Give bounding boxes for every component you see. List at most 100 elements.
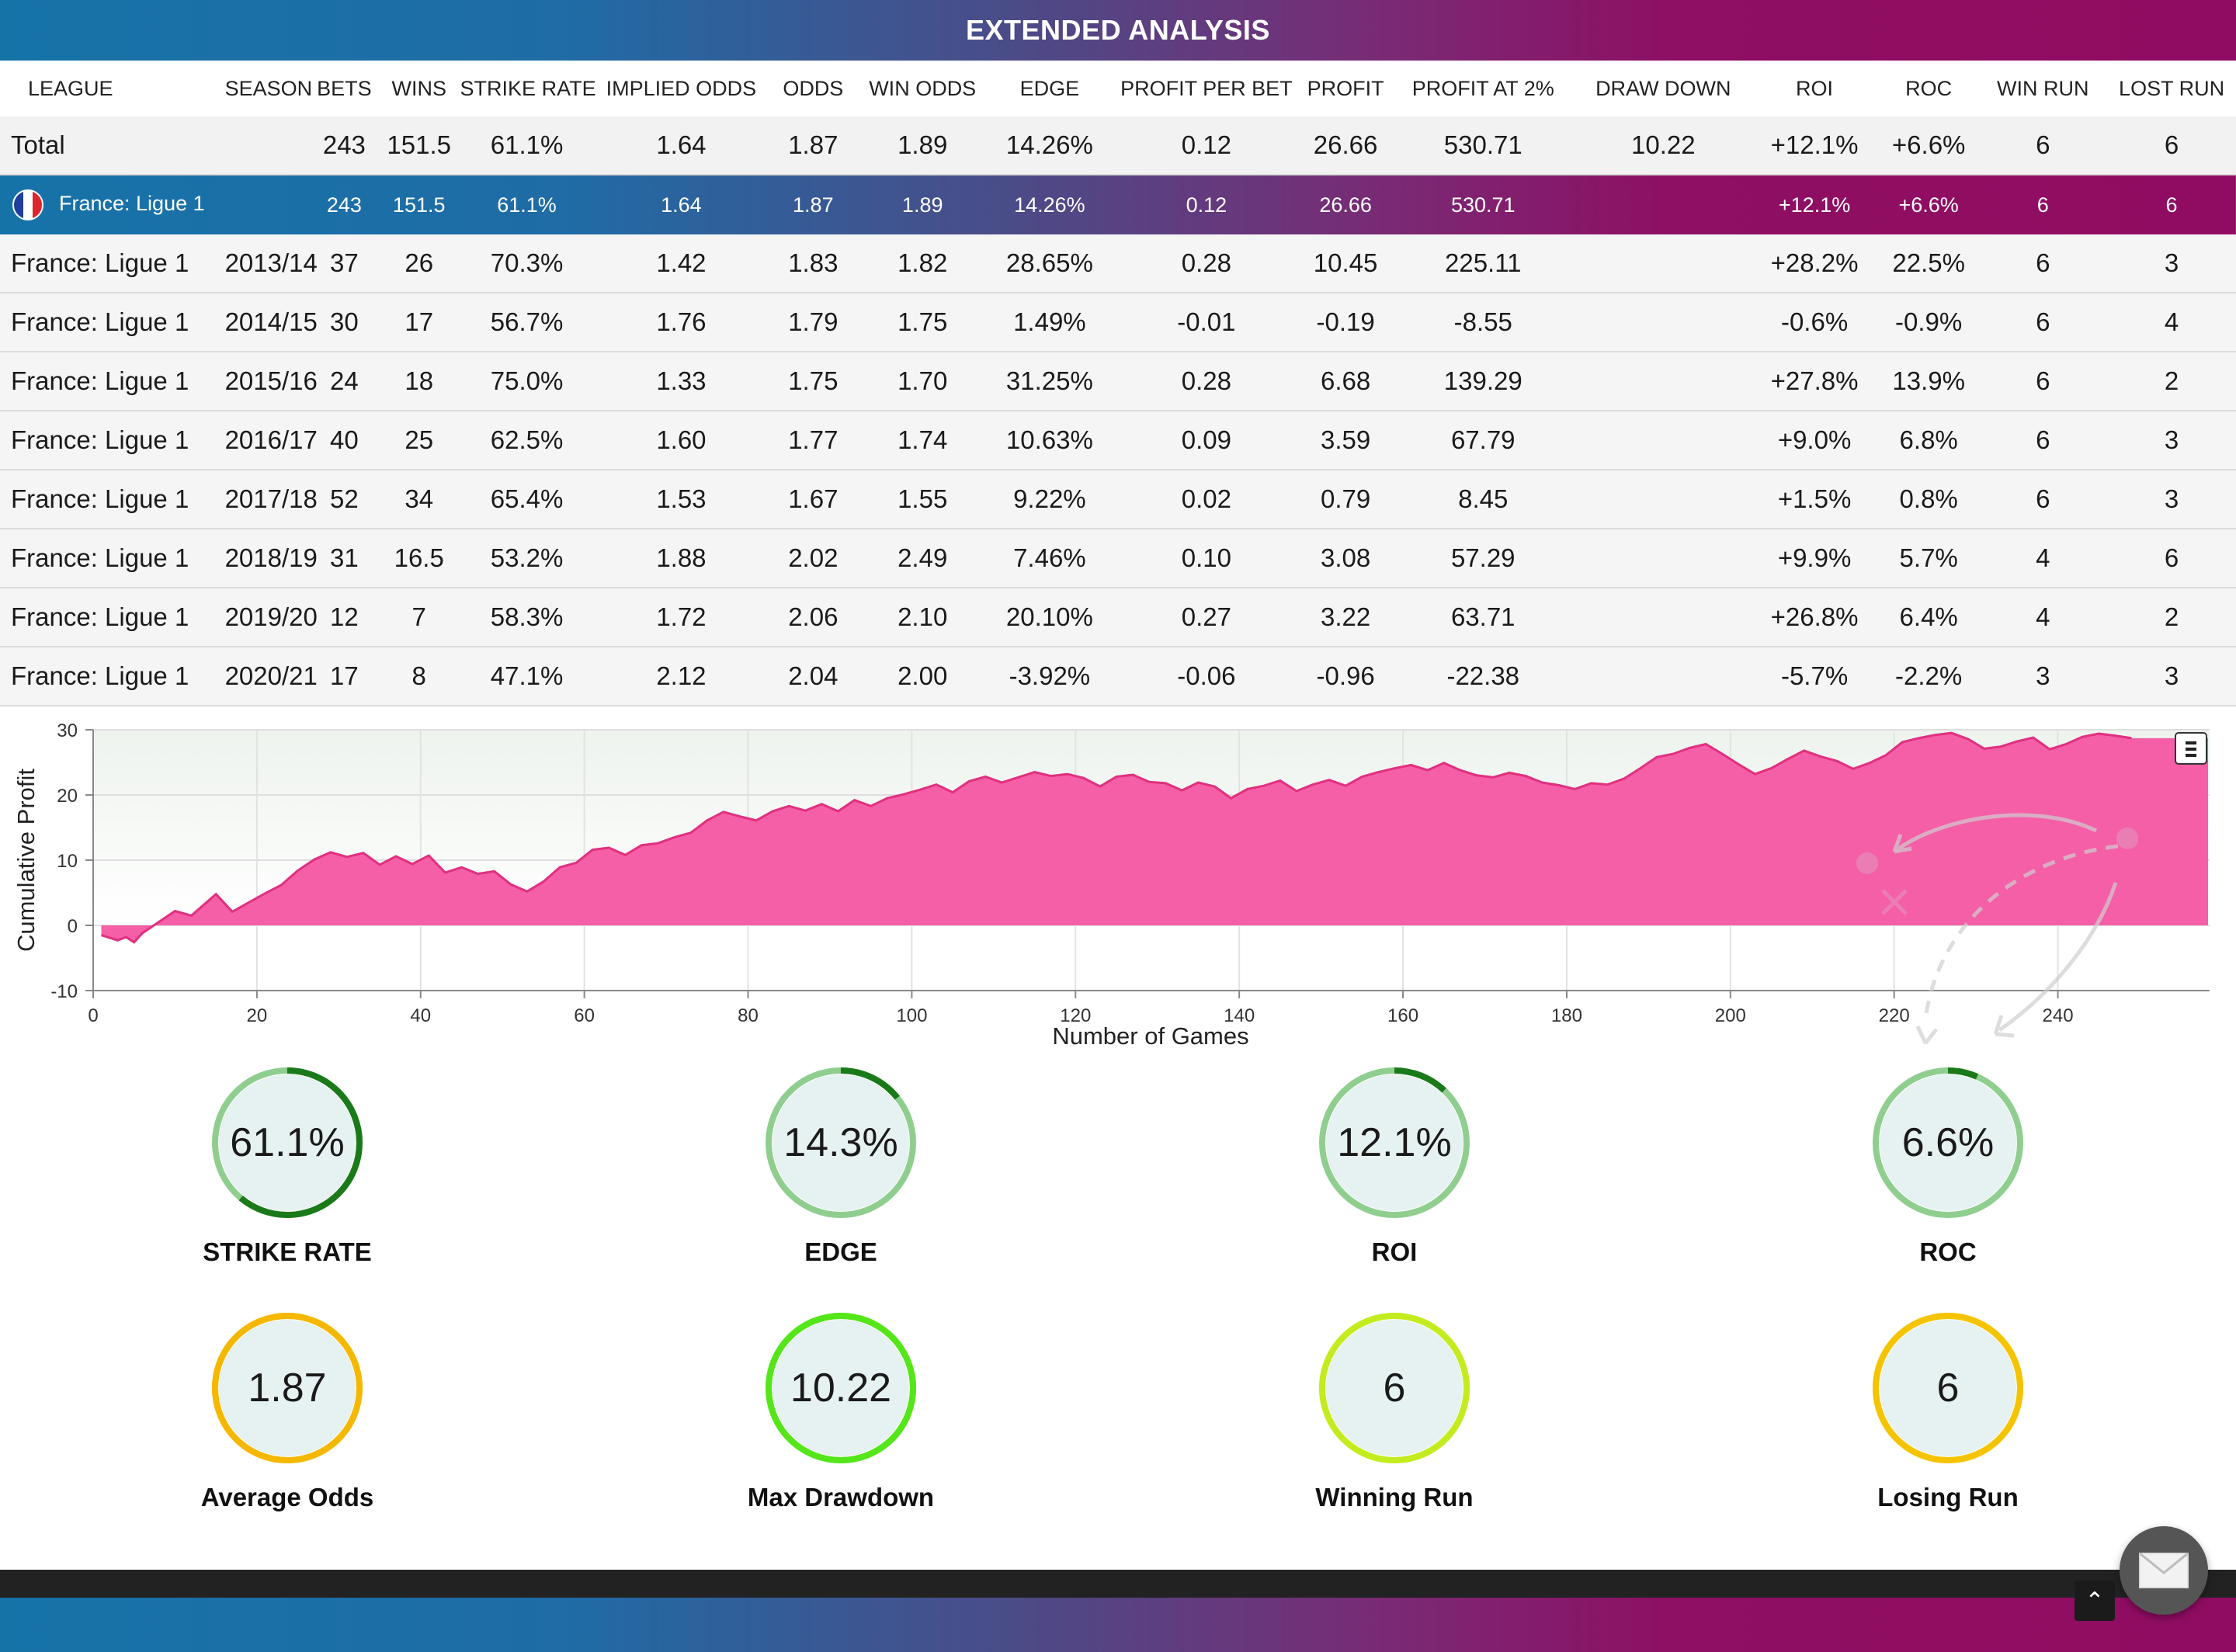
roc-cell: -2.2% xyxy=(1878,647,1979,706)
x-tick-label: 20 xyxy=(247,1005,268,1026)
y-tick-label: 20 xyxy=(57,786,78,807)
total-strike-rate-cell: 61.1% xyxy=(460,116,594,175)
profit-cell: -0.96 xyxy=(1301,647,1391,706)
bets-cell: 17 xyxy=(310,647,378,706)
implied-odds-cell: 2.12 xyxy=(593,647,769,706)
odds-cell: 1.77 xyxy=(769,411,858,470)
envelope-icon xyxy=(2139,1553,2189,1588)
column-header-win-odds: WIN ODDS xyxy=(857,61,988,116)
league-roc-cell: +6.6% xyxy=(1898,193,1959,217)
lost-run-cell: 3 xyxy=(2107,411,2236,470)
win-odds-cell: 1.82 xyxy=(857,234,988,293)
win-odds-cell: 2.10 xyxy=(857,588,988,647)
league-cell: France: Ligue 1 xyxy=(0,588,214,647)
league-profit-at-2-cell: 530.71 xyxy=(1450,193,1516,217)
league-cell: France: Ligue 1 xyxy=(0,411,214,470)
league-cell: France: Ligue 1 xyxy=(0,529,214,588)
gauge-label: EDGE xyxy=(804,1237,877,1266)
gauge-strike-rate: 61.1% STRIKE RATE xyxy=(132,1065,443,1267)
league-season-cell xyxy=(214,175,311,234)
season-cell: 2019/20 xyxy=(214,588,318,647)
gauge-edge: 14.3% EDGE xyxy=(686,1065,996,1267)
gauge-ring xyxy=(212,1067,363,1218)
section-title: EXTENDED ANALYSIS xyxy=(966,14,1270,46)
y-tick-label: 10 xyxy=(57,851,78,872)
wins-cell: 8 xyxy=(377,647,460,706)
roc-cell: 6.8% xyxy=(1878,411,1979,470)
chart-menu-button[interactable] xyxy=(2175,732,2207,765)
odds-cell: 2.02 xyxy=(769,529,858,588)
gauge-ring xyxy=(1319,1067,1470,1218)
edge-cell: 10.63% xyxy=(988,411,1112,470)
roc-cell: 13.9% xyxy=(1878,352,1979,411)
column-header-profit: PROFIT xyxy=(1301,61,1391,116)
profit-cell: 0.79 xyxy=(1301,470,1391,529)
season-cell: 2014/15 xyxy=(214,293,318,352)
league-cell: France: Ligue 1 xyxy=(0,352,214,411)
tutorial-arrow-overlay-icon xyxy=(1856,813,2138,1045)
message-button[interactable] xyxy=(2120,1526,2208,1615)
strike-rate-cell: 56.7% xyxy=(460,293,594,352)
draw-down-cell xyxy=(1576,411,1751,470)
lost-run-cell: 2 xyxy=(2107,352,2236,411)
roc-cell: 5.7% xyxy=(1878,529,1979,588)
league-roi-cell: +12.1% xyxy=(1778,193,1851,217)
gauge-value: 61.1% xyxy=(230,1120,345,1165)
gauge-roc: 6.6% ROC xyxy=(1793,1065,2103,1267)
lost-run-cell: 2 xyxy=(2107,588,2236,647)
wins-cell: 16.5 xyxy=(377,529,460,588)
roi-cell: +1.5% xyxy=(1750,470,1879,529)
scroll-to-top-button[interactable]: ⌃ xyxy=(2075,1581,2115,1621)
gauge-progress-arc xyxy=(1873,1067,2023,1218)
extended-analysis-header: EXTENDED ANALYSIS xyxy=(0,0,2236,61)
total-row: Total 243 151.5 61.1% 1.64 1.87 1.89 14.26% 0.12… xyxy=(0,116,2236,175)
edge-cell: 9.22% xyxy=(988,470,1112,529)
profit-cell: 6.68 xyxy=(1301,352,1391,411)
gauge-progress-arc xyxy=(212,1067,363,1218)
gauge-roi: 12.1% ROI xyxy=(1239,1065,1550,1267)
x-tick-label: 200 xyxy=(1715,1005,1746,1026)
strike-rate-cell: 53.2% xyxy=(460,529,594,588)
profit-at-2-cell: 63.71 xyxy=(1390,588,1577,647)
gauge-value: 1.87 xyxy=(248,1366,327,1411)
roc-cell: 22.5% xyxy=(1878,234,1979,293)
column-header-roi: ROI xyxy=(1750,61,1879,116)
league-league-cell: France: Ligue 1 xyxy=(0,175,214,234)
win-run-cell: 6 xyxy=(1978,352,2108,411)
strike-rate-cell: 62.5% xyxy=(460,411,594,470)
y-axis-label: Cumulative Profit xyxy=(12,769,40,952)
draw-down-cell xyxy=(1576,470,1751,529)
total-profit-at-2-cell: 530.71 xyxy=(1390,116,1577,175)
column-header-roc: ROC xyxy=(1878,61,1979,116)
wins-cell: 34 xyxy=(377,470,460,529)
total-lost-run-cell: 6 xyxy=(2107,116,2236,175)
implied-odds-cell: 1.42 xyxy=(593,234,769,293)
profit-per-bet-cell: 0.10 xyxy=(1111,529,1302,588)
column-header-win-run: WIN RUN xyxy=(1978,61,2108,116)
wins-cell: 26 xyxy=(377,234,460,293)
league-lost-run-cell: 6 xyxy=(2165,193,2178,217)
strike-rate-cell: 75.0% xyxy=(460,352,594,411)
column-header-edge: EDGE xyxy=(988,61,1112,116)
column-header-implied-odds: IMPLIED ODDS xyxy=(593,61,769,116)
table-row: France: Ligue 1 2020/21 17 8 47.1% 2.12 2.04 2.… xyxy=(0,647,2236,706)
roi-cell: +28.2% xyxy=(1750,234,1879,293)
bets-cell: 31 xyxy=(310,529,378,588)
x-tick-label: 60 xyxy=(574,1005,595,1026)
league-profit-cell: 26.66 xyxy=(1319,193,1372,217)
lost-run-cell: 3 xyxy=(2107,647,2236,706)
draw-down-cell xyxy=(1576,234,1751,293)
gauge-losing-run: 6 Losing Run xyxy=(1793,1310,2103,1512)
league-row-france-ligue-1[interactable]: France: Ligue 1 243 151.5 61.1% 1.64 1.87 1.89… xyxy=(0,175,2236,234)
gauge-label: Losing Run xyxy=(1877,1483,2019,1511)
win-odds-cell: 1.55 xyxy=(857,470,988,529)
draw-down-cell xyxy=(1576,647,1751,706)
win-odds-cell: 1.74 xyxy=(857,411,988,470)
total-odds-cell: 1.87 xyxy=(769,116,858,175)
profit-cell: -0.19 xyxy=(1301,293,1391,352)
total-win-run-cell: 6 xyxy=(1978,116,2108,175)
lost-run-cell: 6 xyxy=(2107,529,2236,588)
profit-per-bet-cell: -0.01 xyxy=(1111,293,1302,352)
profit-per-bet-cell: 0.09 xyxy=(1111,411,1302,470)
gauge-value: 6 xyxy=(1383,1366,1406,1411)
